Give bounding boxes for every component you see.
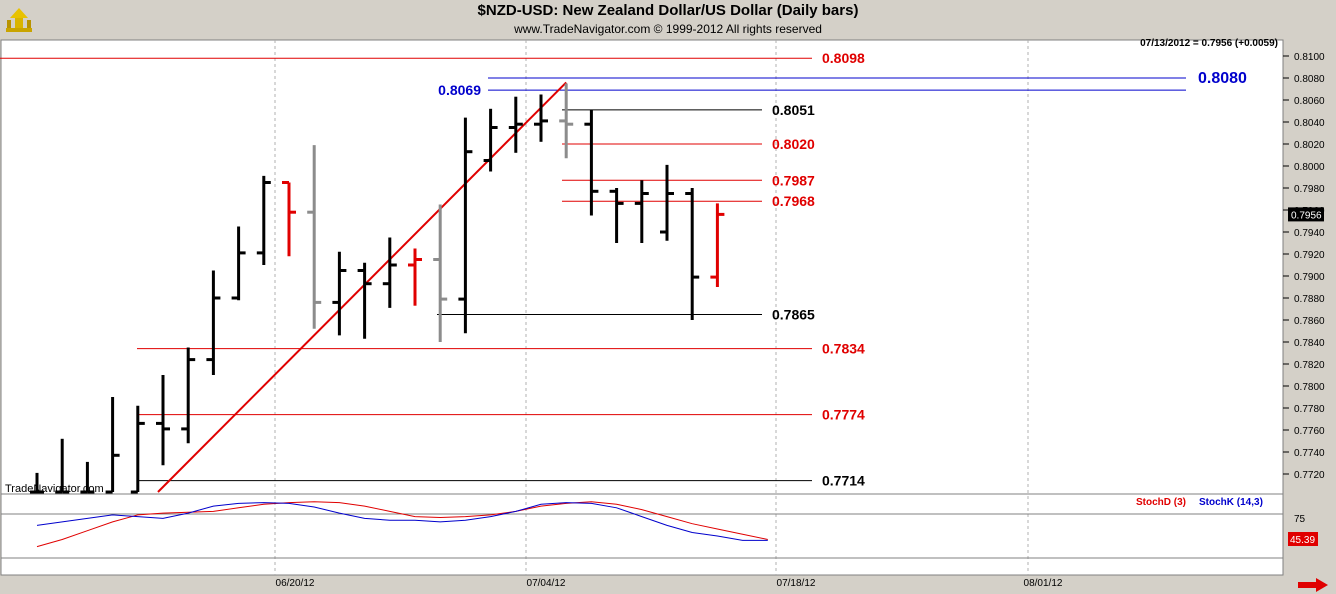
level-label: 0.8020 (772, 136, 815, 152)
price-tick-label: 0.7840 (1294, 338, 1325, 349)
price-readout: 07/13/2012 = 0.7956 (+0.0059) (1140, 38, 1278, 49)
price-tick-label: 0.7900 (1294, 272, 1325, 283)
price-axis[interactable]: 0.8100 0.8080 0.8060 0.8040 0.8020 0.8000 0.79… (1140, 38, 1325, 575)
chart-subtitle: www.TradeNavigator.com © 1999-2012 All r… (514, 22, 822, 36)
level-label: 0.8080 (1198, 70, 1247, 87)
price-tick-label: 0.7740 (1294, 448, 1325, 459)
price-tick-label: 0.7780 (1294, 404, 1325, 415)
price-tick-label: 0.8080 (1294, 74, 1325, 85)
price-tick-label: 0.8060 (1294, 96, 1325, 107)
last-price-label: 0.7956 (1291, 210, 1322, 221)
vertical-gridlines (274, 40, 1029, 575)
trendline-segment (157, 81, 567, 493)
level-label: 0.8069 (438, 82, 481, 98)
price-bars: TradeNavigator.com (5, 83, 725, 495)
trade-navigator-logo-icon (6, 8, 32, 32)
price-tick-label: 0.7920 (1294, 250, 1325, 261)
price-tick-label: 0.7720 (1294, 470, 1325, 481)
level-label: 0.7774 (822, 407, 865, 423)
date-tick-label: 08/01/12 (1024, 578, 1063, 589)
chart-title: $NZD-USD: New Zealand Dollar/US Dollar (… (477, 2, 859, 19)
price-tick-label: 0.7820 (1294, 360, 1325, 371)
price-tick-label: 0.7980 (1294, 184, 1325, 195)
stoch-legend-d: StochD (3) (1136, 497, 1186, 508)
level-label: 0.8051 (772, 102, 815, 118)
watermark: TradeNavigator.com (5, 483, 104, 495)
level-label: 0.7987 (772, 172, 815, 188)
scroll-right-arrow-icon[interactable] (1298, 578, 1328, 592)
price-tick-label: 0.8040 (1294, 118, 1325, 129)
level-label: 0.7834 (822, 341, 865, 357)
stoch-k-line (36, 502, 768, 541)
price-tick-label: 0.8020 (1294, 140, 1325, 151)
stoch-d-line (36, 501, 768, 548)
level-label: 0.8098 (822, 50, 865, 66)
date-tick-label: 06/20/12 (276, 578, 315, 589)
price-tick-label: 0.7760 (1294, 426, 1325, 437)
stoch-last-box (1288, 532, 1318, 546)
level-label: 0.7865 (772, 307, 815, 323)
price-tick-label: 0.7940 (1294, 228, 1325, 239)
trendline (157, 81, 567, 493)
support-resistance-levels: 0.8098 0.8080 0.8069 0.8051 0.8020 0.7987 0.79… (0, 50, 1247, 489)
date-tick-label: 07/18/12 (777, 578, 816, 589)
level-label: 0.7714 (822, 473, 865, 489)
price-tick-label: 0.7880 (1294, 294, 1325, 305)
stoch-last-label: 45.39 (1290, 535, 1315, 546)
stochastic-panel: StochD (3) StochK (14,3) 75 45.39 (1, 493, 1318, 559)
date-tick-label: 07/04/12 (527, 578, 566, 589)
date-axis: 06/20/12 07/04/12 07/18/12 08/01/12 (276, 578, 1063, 589)
price-tick-label: 0.7800 (1294, 382, 1325, 393)
price-tick-label: 0.8000 (1294, 162, 1325, 173)
price-tick-label: 0.8100 (1294, 52, 1325, 63)
stoch-tick-label: 75 (1294, 514, 1306, 525)
last-price-box (1288, 207, 1324, 222)
plot-background (0, 39, 1284, 576)
stoch-legend-k: StochK (14,3) (1199, 497, 1263, 508)
price-tick-label: 0.7860 (1294, 316, 1325, 327)
level-label: 0.7968 (772, 193, 815, 209)
